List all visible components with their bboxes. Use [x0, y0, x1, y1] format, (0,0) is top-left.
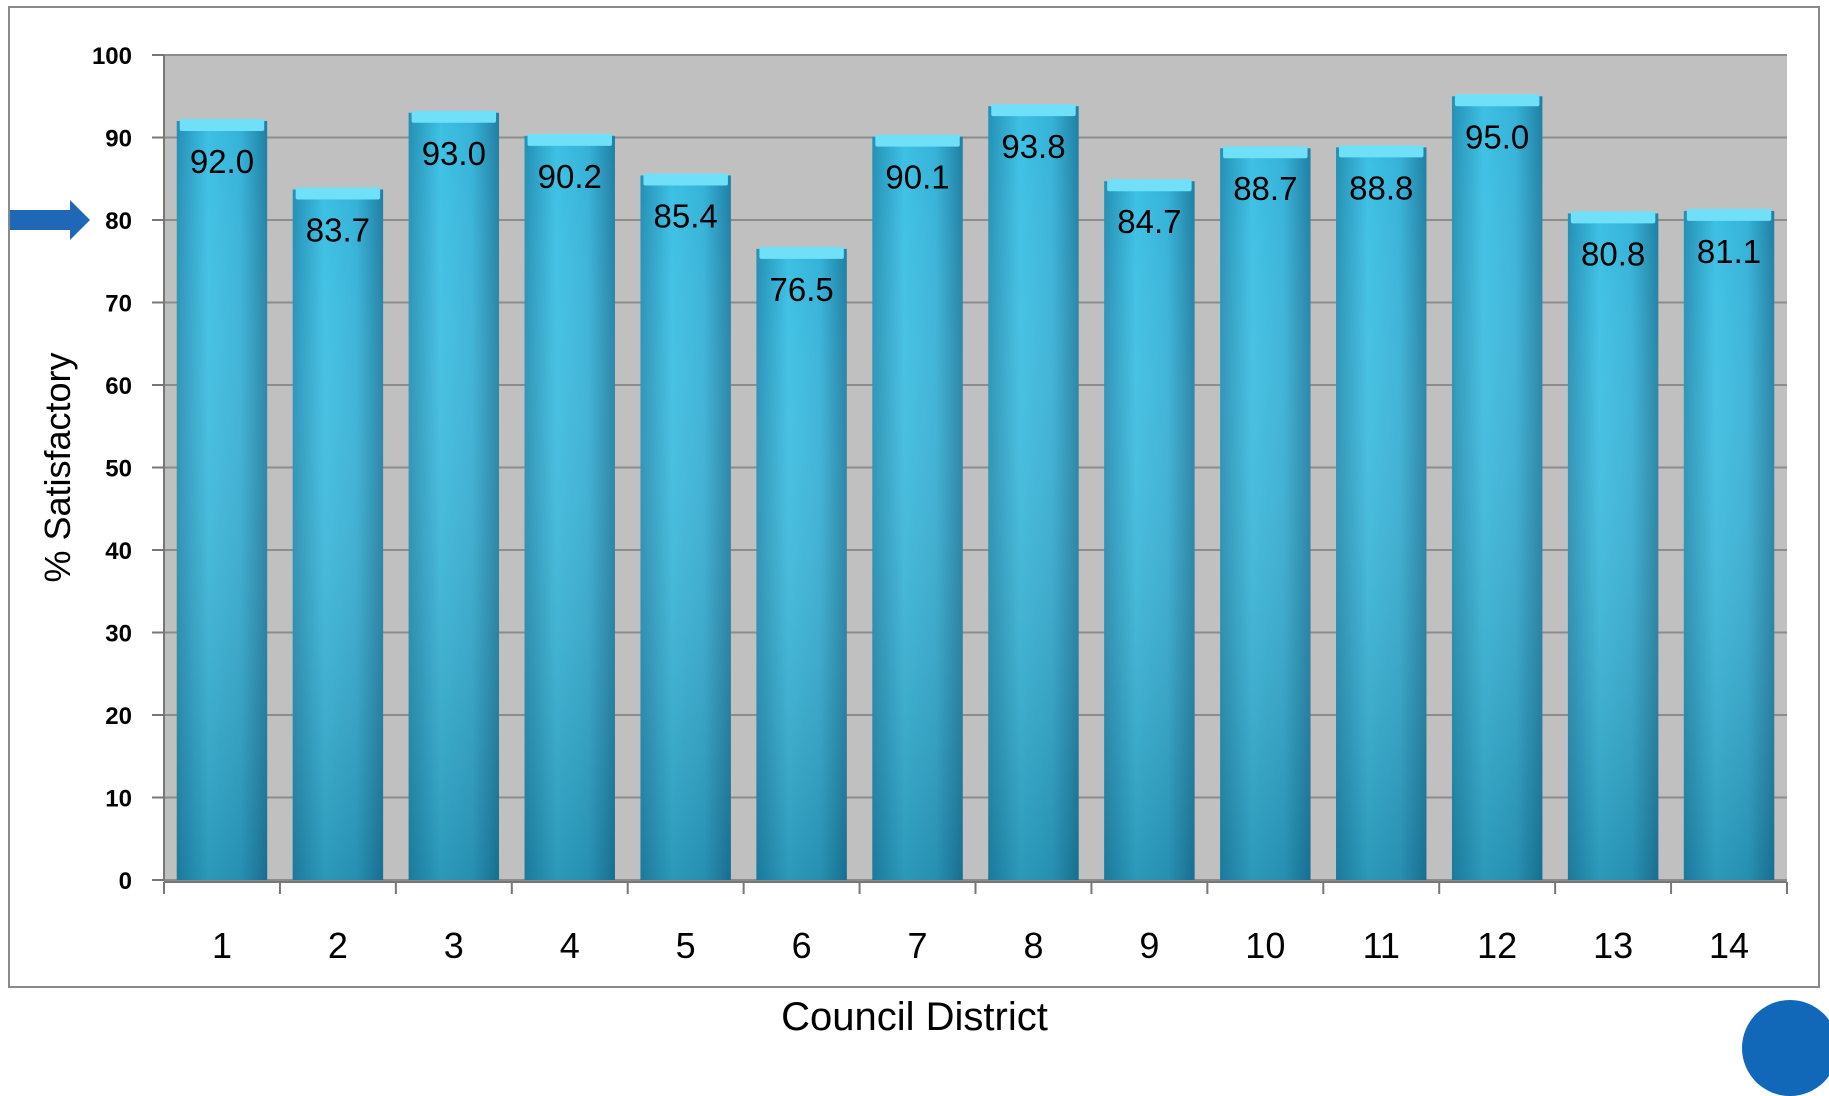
bar-chart: 010203040506070809010092.083.793.090.285…	[10, 43, 1788, 966]
bar-shade	[292, 189, 384, 881]
x-tick-label: 13	[1593, 925, 1633, 966]
x-tick-label: 8	[1023, 925, 1043, 966]
bar-top-cap	[179, 119, 265, 131]
y-axis-title: % Satisfactory	[37, 352, 78, 582]
y-tick-label: 100	[92, 43, 132, 70]
bar-shade	[756, 248, 847, 880]
data-label: 85.4	[654, 197, 718, 234]
right-arrow-icon	[10, 200, 90, 240]
data-label: 84.7	[1117, 203, 1181, 240]
bar-shade	[1220, 148, 1311, 881]
bar-top-cap	[1107, 179, 1192, 192]
data-label: 92.0	[190, 143, 254, 180]
y-tick-label: 0	[119, 868, 132, 895]
data-label: 93.0	[422, 135, 486, 172]
y-tick-label: 80	[105, 208, 132, 235]
x-tick-label: 9	[1139, 925, 1159, 966]
data-label: 81.1	[1697, 233, 1761, 270]
x-tick-label: 5	[676, 925, 696, 966]
bar-top-cap	[1686, 208, 1772, 221]
bar-shade	[176, 121, 268, 880]
data-label: 95.0	[1465, 118, 1529, 155]
x-tick-label: 3	[444, 925, 464, 966]
bar-shade	[1567, 213, 1659, 880]
y-tick-label: 10	[105, 786, 132, 813]
bar-shade	[988, 106, 1079, 880]
bar-top-cap	[1223, 146, 1308, 159]
x-tick-label: 7	[908, 925, 928, 966]
bar-top-cap	[411, 110, 497, 123]
data-label: 80.8	[1581, 235, 1645, 272]
bar-shade	[1336, 147, 1427, 880]
x-tick-label: 2	[328, 925, 348, 966]
bar-top-cap	[643, 173, 728, 186]
x-axis-title: Council District	[781, 995, 1048, 1039]
bar-top-cap	[295, 187, 381, 200]
bar-top-cap	[1454, 94, 1540, 107]
data-label: 76.5	[769, 271, 833, 308]
page-number-badge	[1742, 1000, 1829, 1096]
data-label: 88.7	[1233, 170, 1297, 207]
data-label: 90.2	[538, 158, 602, 195]
y-tick-label: 20	[105, 703, 132, 730]
x-tick-label: 12	[1477, 925, 1517, 966]
bar-shade	[524, 135, 615, 881]
data-label: 88.8	[1349, 169, 1413, 206]
bar-top-cap	[527, 133, 612, 146]
y-tick-label: 30	[105, 621, 132, 648]
data-label: 90.1	[885, 159, 949, 196]
bar-top-cap	[991, 104, 1076, 117]
y-tick-label: 90	[105, 126, 132, 153]
x-tick-label: 6	[792, 925, 812, 966]
y-tick-label: 50	[105, 456, 132, 483]
x-tick-label: 10	[1245, 925, 1285, 966]
bar-top-cap	[759, 246, 844, 259]
x-tick-label: 4	[560, 925, 580, 966]
bar-top-cap	[875, 134, 960, 147]
bar-shade	[1451, 96, 1543, 880]
bar-shade	[1104, 181, 1195, 881]
bar-shade	[408, 112, 500, 880]
x-tick-label: 11	[1363, 925, 1400, 966]
x-tick-label: 1	[212, 925, 232, 966]
bar-shade	[1683, 210, 1775, 881]
y-tick-label: 70	[105, 291, 132, 318]
chart-frame	[8, 6, 1820, 988]
data-label: 93.8	[1001, 128, 1065, 165]
y-tick-label: 60	[105, 373, 132, 400]
y-tick-label: 40	[105, 538, 132, 565]
bar-shade	[640, 175, 731, 880]
bar-shade	[872, 136, 963, 881]
data-label: 83.7	[306, 211, 370, 248]
x-tick-label: 14	[1709, 925, 1749, 966]
bar-top-cap	[1339, 145, 1424, 158]
bar-top-cap	[1570, 211, 1656, 224]
